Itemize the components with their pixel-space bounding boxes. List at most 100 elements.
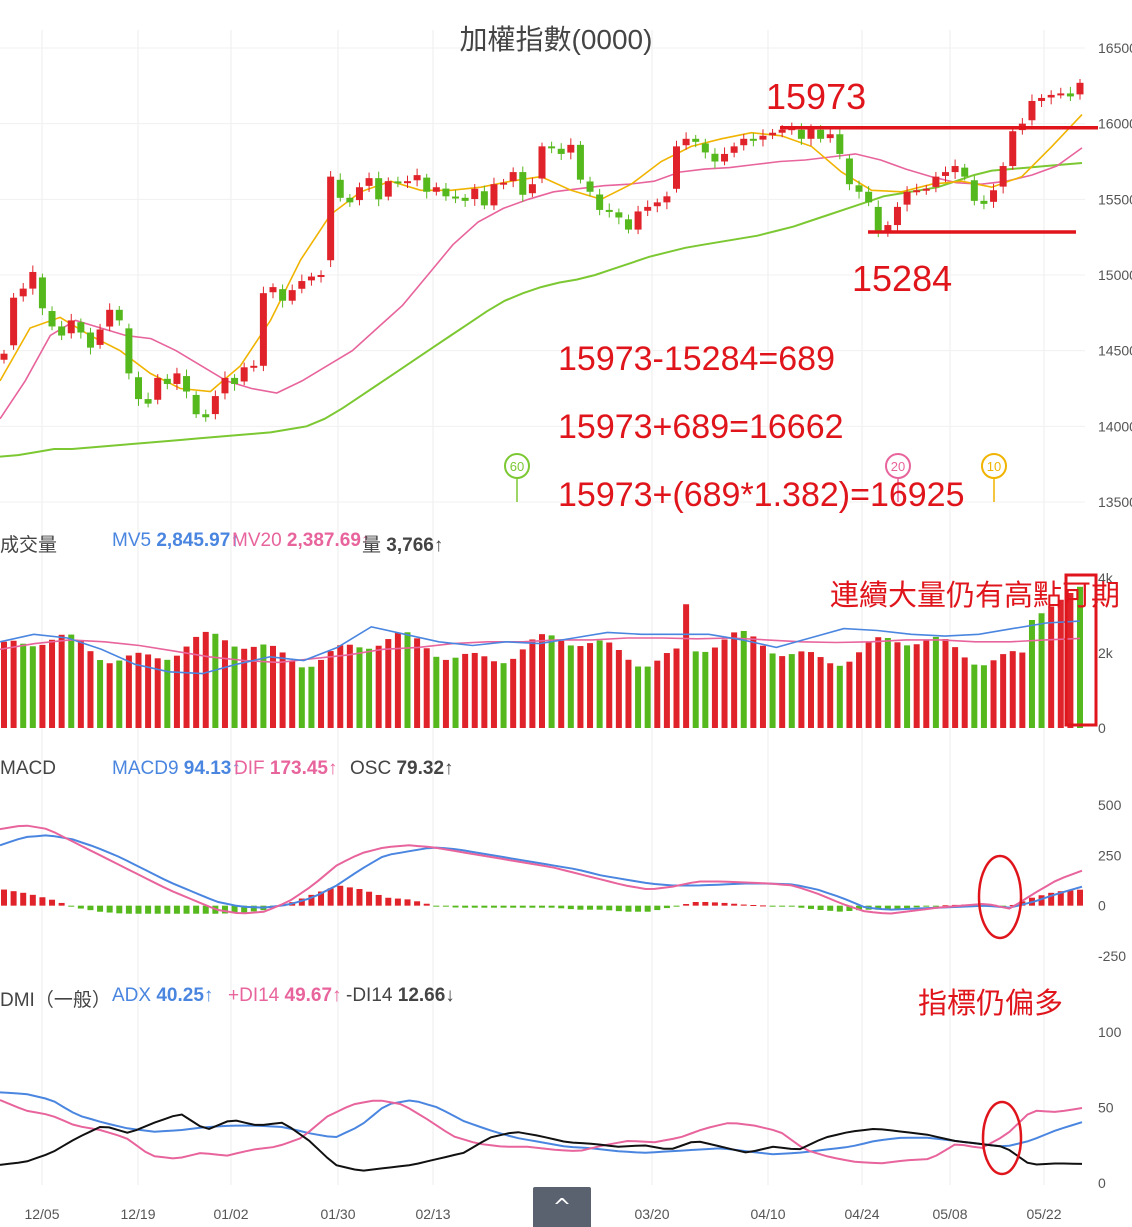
candle-body — [970, 180, 978, 201]
osc-bar — [231, 905, 238, 914]
volume-bar — [87, 651, 94, 728]
osc-bar — [1019, 901, 1026, 906]
volume-bar — [20, 643, 27, 728]
candle-body — [77, 322, 85, 333]
mv5-line — [0, 620, 1081, 675]
osc-bar — [750, 905, 757, 907]
volume-bar — [106, 663, 113, 728]
ma-badge-label: 10 — [987, 459, 1001, 474]
osc-bar — [346, 887, 353, 906]
volume-bar — [356, 647, 363, 728]
candle-body — [692, 138, 700, 142]
volume-bar — [510, 658, 517, 728]
candle-body — [231, 377, 239, 384]
volume-bar — [10, 640, 17, 728]
candle-body — [471, 188, 479, 200]
osc-bar — [913, 905, 920, 908]
osc-bar — [49, 899, 56, 906]
candle-body — [557, 148, 565, 154]
volume-bar — [423, 648, 430, 728]
candle-body — [490, 184, 498, 206]
osc-bar — [942, 905, 949, 907]
osc-bar — [1038, 895, 1045, 906]
osc-bar — [135, 905, 142, 914]
volume-bar — [1077, 586, 1083, 728]
osc-bar — [97, 905, 104, 912]
candle-body — [653, 202, 661, 207]
osc-bar — [250, 905, 257, 912]
osc-bar — [808, 905, 814, 909]
mv5-readout: MV5 2,845.97↑ — [112, 530, 240, 552]
mv5-value: 2,845.97↑ — [156, 530, 240, 551]
candle-body — [624, 219, 632, 230]
volume-bar — [625, 659, 632, 728]
candle-body — [951, 166, 959, 173]
volume-bar — [49, 639, 56, 728]
osc-bar — [414, 901, 421, 906]
x-tick-label: 03/20 — [634, 1206, 669, 1222]
candle-body — [807, 128, 815, 139]
candle-body — [567, 144, 575, 153]
osc-bar — [490, 905, 497, 908]
price-y-tick: 13500 — [1098, 494, 1132, 510]
candle-body — [663, 196, 671, 203]
volume-bar — [673, 648, 680, 728]
osc-bar — [673, 905, 680, 907]
volume-bar — [539, 634, 545, 728]
volume-bar — [1019, 652, 1026, 728]
osc-bar — [731, 903, 738, 906]
osc-bar — [894, 905, 901, 909]
osc-bar — [385, 897, 392, 906]
osc-bar — [836, 905, 843, 912]
candle-body — [173, 373, 181, 384]
price-y-tick: 14500 — [1098, 343, 1132, 359]
candle-body — [932, 176, 940, 187]
candle-body — [298, 281, 306, 289]
dmi-note: 指標仍偏多 — [918, 988, 1064, 1020]
osc-bar — [375, 894, 382, 906]
candle-body — [1047, 94, 1055, 98]
volume-bar — [366, 648, 373, 728]
volume-bar — [212, 633, 219, 728]
volume-bar — [577, 646, 584, 728]
osc-label: OSC — [350, 758, 392, 779]
volume-bar — [298, 667, 305, 728]
candle-body — [644, 206, 652, 211]
osc-bar — [529, 905, 536, 908]
mdi-label: -DI14 — [346, 985, 393, 1006]
dif-label: DIF — [234, 758, 265, 779]
candle-body — [384, 181, 392, 197]
volume-bar — [77, 640, 84, 728]
volume-bar — [394, 633, 401, 728]
volume-bar — [433, 656, 440, 728]
price-y-tick: 16500 — [1098, 40, 1132, 56]
candle-body — [1009, 131, 1017, 167]
osc-bar — [884, 905, 891, 910]
candle-body — [500, 182, 508, 185]
scroll-to-top-button[interactable]: ^ — [533, 1187, 591, 1227]
mv20-label: MV20 — [232, 530, 282, 551]
osc-bar — [423, 903, 430, 906]
osc-bar — [221, 905, 228, 914]
candle-body — [576, 144, 584, 180]
volume-bar — [1038, 613, 1045, 728]
osc-bar — [173, 905, 180, 914]
candle-body — [269, 287, 277, 293]
candle-body — [999, 166, 1007, 187]
volume-bar — [587, 643, 594, 728]
adx-label: ADX — [112, 985, 152, 1006]
candle-body — [365, 178, 373, 186]
volume-bar — [135, 652, 142, 728]
candle-body — [509, 172, 517, 182]
candle-body — [769, 132, 777, 136]
annotation-calc1: 15973-15284=689 — [558, 340, 835, 378]
candle-body — [135, 377, 142, 400]
volume-y-tick: 0 — [1098, 720, 1106, 736]
volume-bar — [913, 644, 920, 728]
candle-body — [1028, 100, 1036, 121]
osc-bar — [932, 905, 939, 907]
volume-bar — [471, 652, 478, 728]
candle-body — [423, 177, 431, 192]
osc-bar — [904, 905, 911, 909]
